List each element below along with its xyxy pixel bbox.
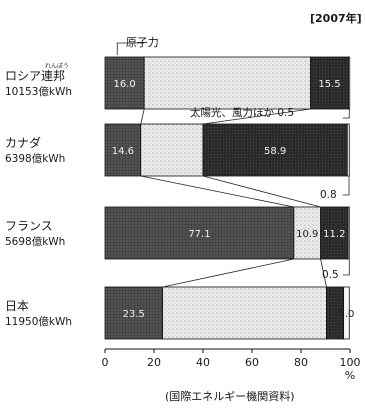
callout-leader xyxy=(116,42,145,55)
bar-segment xyxy=(104,123,142,177)
bar-segment xyxy=(162,286,327,340)
bar-segment xyxy=(310,56,349,110)
connector-line xyxy=(202,175,321,208)
callout-leader xyxy=(342,109,350,119)
segment-value-label: 15.5 xyxy=(318,79,340,90)
bar-segment xyxy=(320,206,349,260)
x-tick-label: 20 xyxy=(147,356,161,369)
segment-value-label: 23.5 xyxy=(123,309,145,320)
bar-segment xyxy=(346,123,350,177)
connector-line xyxy=(140,175,294,208)
bar-segment xyxy=(143,56,311,110)
segment-value-label: 14.6 xyxy=(112,146,134,157)
connector-line xyxy=(202,108,311,125)
category-total: 6398億kWh xyxy=(5,152,65,165)
bar-segment xyxy=(343,286,350,340)
category-total: 10153億kWh xyxy=(5,85,72,98)
segment-value-label: 7.0 xyxy=(338,309,354,320)
segment-value-label: 10.9 xyxy=(296,229,318,240)
connector-line xyxy=(162,258,294,288)
x-tick-label: 40 xyxy=(196,356,210,369)
connector-line xyxy=(320,258,327,288)
category-label: 日本 xyxy=(5,299,29,313)
x-tick-label: 100 xyxy=(340,356,361,369)
category-label: ロシア連邦 xyxy=(5,69,65,83)
category-total: 5698億kWh xyxy=(5,235,65,248)
callout-nuclear: 原子力 xyxy=(126,36,159,49)
connector-line xyxy=(140,108,145,125)
callout-leader xyxy=(342,259,350,276)
callout-other-france: 0.5 xyxy=(322,269,339,281)
source-note: (国際エネルギー機関資料) xyxy=(165,390,295,403)
bar-segment xyxy=(348,56,351,110)
bar-segment xyxy=(293,206,321,260)
category-ruby: れんぽう xyxy=(45,62,69,70)
category-label: フランス xyxy=(5,219,53,233)
category-total: 11950億kWh xyxy=(5,315,72,328)
segment-value-label: 58.9 xyxy=(264,146,286,157)
bar-segment xyxy=(140,123,204,177)
bar-segment xyxy=(347,206,350,260)
callout-other-russia: 太陽光、風力ほか 0.5 xyxy=(190,106,294,119)
year-label: [2007年] xyxy=(310,12,362,25)
segment-value-label: 11.2 xyxy=(323,229,345,240)
segment-value-label: 77.1 xyxy=(188,229,210,240)
bar-segment xyxy=(202,123,348,177)
x-axis-unit: % xyxy=(345,369,355,382)
x-tick-label: 60 xyxy=(245,356,259,369)
x-tick-label: 80 xyxy=(294,356,308,369)
callout-other-canada: 0.8 xyxy=(320,189,337,201)
segment-value-label: 16.0 xyxy=(113,79,135,90)
callout-leader xyxy=(342,176,350,196)
x-tick-label: 0 xyxy=(102,356,109,369)
category-label: カナダ xyxy=(5,135,41,150)
bar-segment xyxy=(104,286,163,340)
